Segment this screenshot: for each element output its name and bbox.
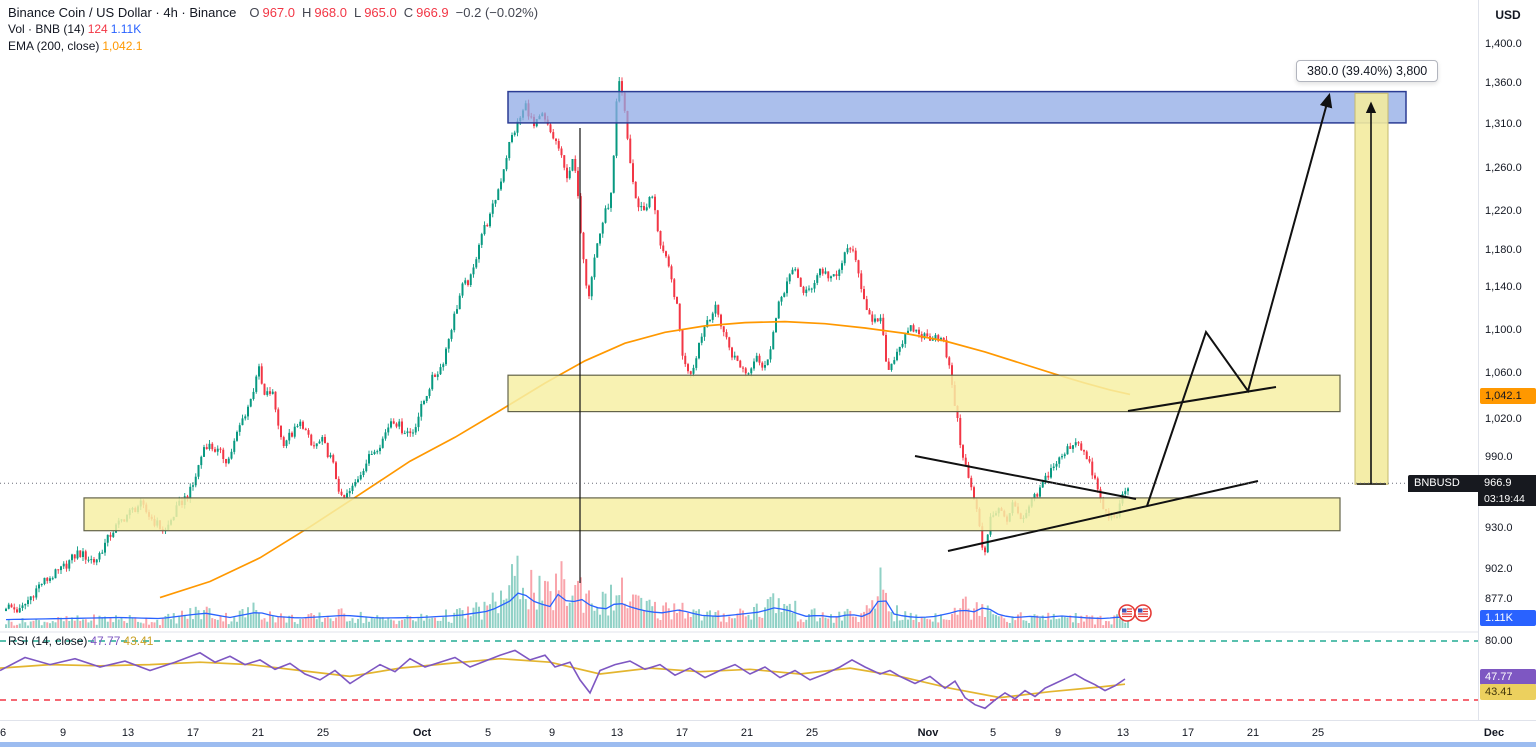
volume-layer xyxy=(5,555,1129,628)
price-tick: 1,180.0 xyxy=(1485,244,1522,256)
time-tick: 25 xyxy=(1311,727,1325,739)
last-price-symbol: BNBUSD xyxy=(1414,477,1460,489)
volume-legend-value: 124 xyxy=(87,22,108,36)
price-tick: 1,220.0 xyxy=(1485,205,1522,217)
time-tick: 13 xyxy=(1116,727,1130,739)
price-tick: 1,260.0 xyxy=(1485,162,1522,174)
time-tick: Dec xyxy=(1483,727,1505,739)
rsi-legend[interactable]: RSI (14, close) 47.77 43.41 xyxy=(8,634,153,648)
time-tick: 21 xyxy=(1246,727,1260,739)
upper-channel-line[interactable] xyxy=(914,455,1137,500)
lower-channel-line[interactable] xyxy=(947,480,1259,552)
change-value: −0.2 (−0.02%) xyxy=(455,5,539,20)
volume-ma-line[interactable] xyxy=(5,592,1127,621)
event-flags[interactable] xyxy=(1118,604,1152,622)
time-tick: 17 xyxy=(1181,727,1195,739)
ohlc-high-label: H xyxy=(302,5,312,20)
volume-badge: 1.11K xyxy=(1480,610,1536,626)
time-tick: 21 xyxy=(740,727,754,739)
rsi-line[interactable] xyxy=(0,649,1126,710)
price-tick: 1,060.0 xyxy=(1485,367,1522,379)
ema-legend[interactable]: EMA (200, close) 1,042.1 xyxy=(8,39,142,53)
resistance-zone[interactable] xyxy=(507,90,1407,124)
price-tick: 1,310.0 xyxy=(1485,118,1522,130)
ohlc-open-value: 967.0 xyxy=(262,5,296,20)
ema-legend-label: EMA (200, close) xyxy=(8,39,100,53)
us-flag-icon[interactable] xyxy=(1134,604,1152,622)
time-tick: 9 xyxy=(59,727,67,739)
time-tick: 9 xyxy=(548,727,556,739)
time-tick: 13 xyxy=(610,727,624,739)
price-tick: 1,360.0 xyxy=(1485,77,1522,89)
currency-toggle[interactable]: USD xyxy=(1495,8,1521,22)
symbol-title[interactable]: Binance Coin / US Dollar · 4h · Binance xyxy=(8,5,237,20)
ohlc-open-label: O xyxy=(249,5,260,20)
bottom-scrollbar[interactable] xyxy=(0,742,1536,747)
time-tick: Oct xyxy=(412,727,432,739)
time-tick: 25 xyxy=(805,727,819,739)
volume-legend-label: Vol · BNB (14) xyxy=(8,22,85,36)
price-tick: 80.00 xyxy=(1485,635,1513,647)
rsi-legend-label: RSI (14, close) xyxy=(8,634,88,648)
price-tick: 990.0 xyxy=(1485,451,1513,463)
last-price-value: 966.9 xyxy=(1484,477,1512,489)
rsi-badge: 47.77 xyxy=(1480,669,1536,685)
time-tick: 21 xyxy=(251,727,265,739)
price-range-label[interactable]: 380.0 (39.40%) 3,800 xyxy=(1296,60,1439,82)
price-tick: 1,400.0 xyxy=(1485,38,1522,50)
ema-line[interactable] xyxy=(159,320,1131,599)
price-tick: 1,140.0 xyxy=(1485,281,1522,293)
us-flag-icon[interactable] xyxy=(1118,604,1136,622)
symbol-legend[interactable]: Binance Coin / US Dollar · 4h · Binance … xyxy=(8,5,538,20)
rsi-legend-value: 47.77 xyxy=(90,634,121,648)
supply-zone[interactable] xyxy=(507,374,1341,413)
time-tick: 5 xyxy=(484,727,492,739)
ohlc-low-value: 965.0 xyxy=(364,5,397,20)
rsi-ma-badge: 43.41 xyxy=(1480,684,1536,700)
ohlc-high-value: 968.0 xyxy=(314,5,347,20)
price-tick: 930.0 xyxy=(1485,522,1513,534)
ohlc-close-value: 966.9 xyxy=(416,5,449,20)
price-tick: 877.0 xyxy=(1485,593,1513,605)
support-zone[interactable] xyxy=(83,497,1341,532)
projection-arrow[interactable] xyxy=(1146,92,1333,507)
time-tick: 9 xyxy=(1054,727,1062,739)
price-tick: 1,100.0 xyxy=(1485,324,1522,336)
ema-price-badge: 1,042.1 xyxy=(1480,388,1536,404)
price-tick: 1,020.0 xyxy=(1485,413,1522,425)
volume-legend[interactable]: Vol · BNB (14) 124 1.11K xyxy=(8,22,141,36)
time-tick: 6 xyxy=(0,727,7,739)
time-tick: 17 xyxy=(186,727,200,739)
time-tick: 5 xyxy=(989,727,997,739)
price-tick: 902.0 xyxy=(1485,563,1513,575)
ohlc-low-label: L xyxy=(353,5,362,20)
breakout-level-line[interactable] xyxy=(1127,386,1277,412)
time-tick: 25 xyxy=(316,727,330,739)
time-tick: 17 xyxy=(675,727,689,739)
time-tick: Nov xyxy=(917,727,939,739)
price-axis[interactable]: USD 1,400.0 1,360.0 1,310.0 1,260.0 1,220.0 1… xyxy=(1478,0,1536,720)
volume-ma-value: 1.11K xyxy=(110,22,142,36)
time-tick: 13 xyxy=(121,727,135,739)
ema-legend-value: 1,042.1 xyxy=(102,39,143,53)
rsi-ma-line[interactable] xyxy=(0,657,1126,699)
rsi-ma-value: 43.41 xyxy=(123,634,154,648)
last-price-strip: BNBUSD 966.9 xyxy=(1408,475,1536,492)
ohlc-close-label: C xyxy=(403,5,414,20)
bar-countdown: 03:19:44 xyxy=(1478,492,1536,506)
